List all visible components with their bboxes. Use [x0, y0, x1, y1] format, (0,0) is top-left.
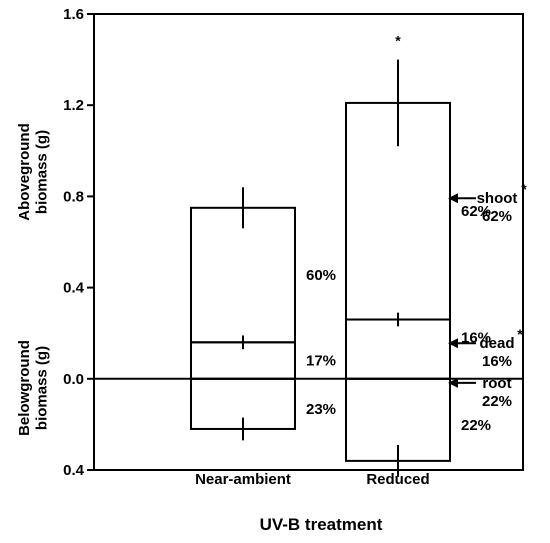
- y-axis-title-aboveground: Abovegroundbiomass (g): [16, 123, 50, 221]
- annotation-label-dead: dead: [479, 335, 514, 352]
- annotation-star-shoot: *: [521, 181, 527, 197]
- significance-star: *: [395, 33, 401, 49]
- annotation-percent-root: 22%: [482, 393, 512, 410]
- percent-label-shoot: 60%: [306, 267, 336, 284]
- annotation-label-shoot: shoot: [477, 190, 518, 207]
- annotation-arrowhead-dead: [448, 338, 458, 349]
- y-tick-label: 0.4: [63, 280, 85, 297]
- y-tick-label: 0.4: [63, 462, 85, 479]
- y-tick-label: 1.2: [63, 97, 84, 114]
- annotation-percent-dead: 16%: [482, 353, 512, 370]
- annotation-star-dead: *: [517, 326, 523, 342]
- annotation-label-root: root: [482, 375, 511, 392]
- y-tick-label: 0.0: [63, 371, 84, 388]
- annotation-arrowhead-root: [448, 377, 458, 388]
- annotation-arrowhead-shoot: [448, 193, 458, 204]
- percent-label-root: 23%: [306, 401, 336, 418]
- percent-label-root: 22%: [461, 417, 491, 434]
- x-tick-label: Near-ambient: [195, 471, 291, 488]
- y-tick-label: 1.6: [63, 6, 84, 23]
- percent-label-shoot: 62%: [461, 203, 491, 220]
- y-axis-title-belowground: Belowgroundbiomass (g): [16, 340, 50, 436]
- y-tick-label: 0.8: [63, 188, 84, 205]
- x-tick-label: Reduced: [366, 471, 429, 488]
- percent-label-dead: 17%: [306, 352, 336, 369]
- plot-frame: [93, 13, 524, 471]
- x-axis-title: UV-B treatment: [260, 515, 383, 534]
- bar-dead: [345, 318, 451, 380]
- annotation-percent-shoot: 62%: [482, 208, 512, 225]
